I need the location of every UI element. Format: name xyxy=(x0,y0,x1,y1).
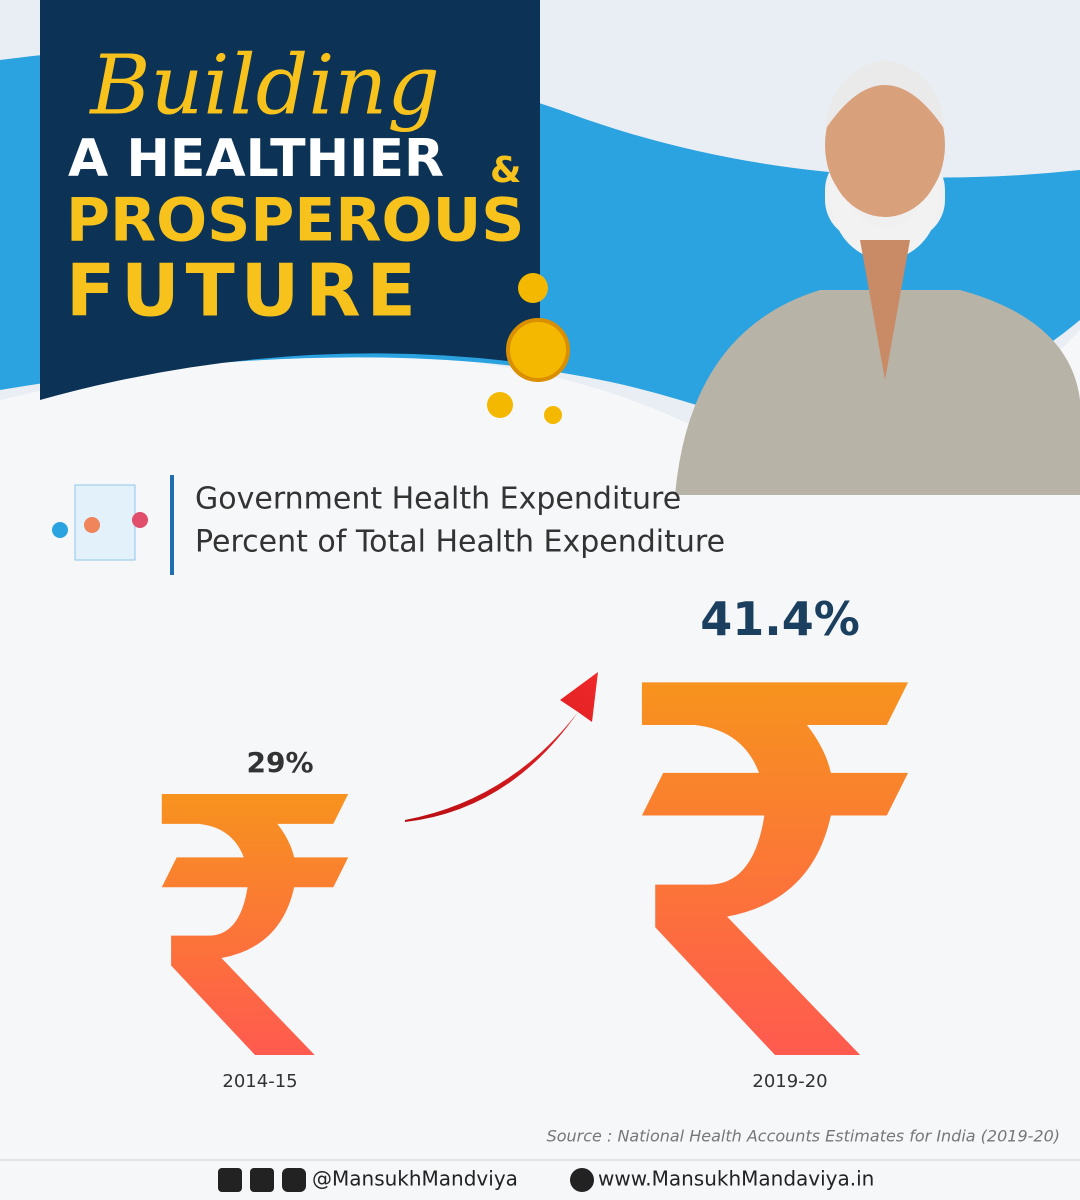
value-label: 41.4% xyxy=(700,592,860,646)
category-label: 2019-20 xyxy=(752,1071,827,1092)
title-line: A HEALTHIER xyxy=(68,129,444,189)
footer-handle: @MansukhMandviya xyxy=(312,1167,518,1191)
footer-website: www.MansukhMandaviya.in xyxy=(598,1167,874,1191)
chart-title: Government Health Expenditure xyxy=(195,482,681,517)
category-label: 2014-15 xyxy=(222,1071,297,1092)
chart-subtitle: Percent of Total Health Expenditure xyxy=(195,525,725,560)
illustration xyxy=(52,484,148,561)
value-label: 29% xyxy=(246,746,313,779)
title-line: PROSPEROUS xyxy=(66,186,525,256)
chart: 2014-15 29% 2019-20 41.4% xyxy=(161,592,909,1092)
social-icons xyxy=(218,1168,594,1192)
title-panel xyxy=(40,0,540,400)
rupee-symbol xyxy=(161,794,349,1055)
coins xyxy=(487,273,570,424)
rupee-symbol xyxy=(641,682,909,1055)
title-line: Building xyxy=(88,39,440,134)
title-amp: & xyxy=(490,150,521,191)
title-line: FUTURE xyxy=(66,249,422,333)
growth-arrow xyxy=(405,672,598,822)
source: Source : National Health Accounts Estima… xyxy=(547,1127,1060,1146)
person-photo xyxy=(675,60,1080,495)
